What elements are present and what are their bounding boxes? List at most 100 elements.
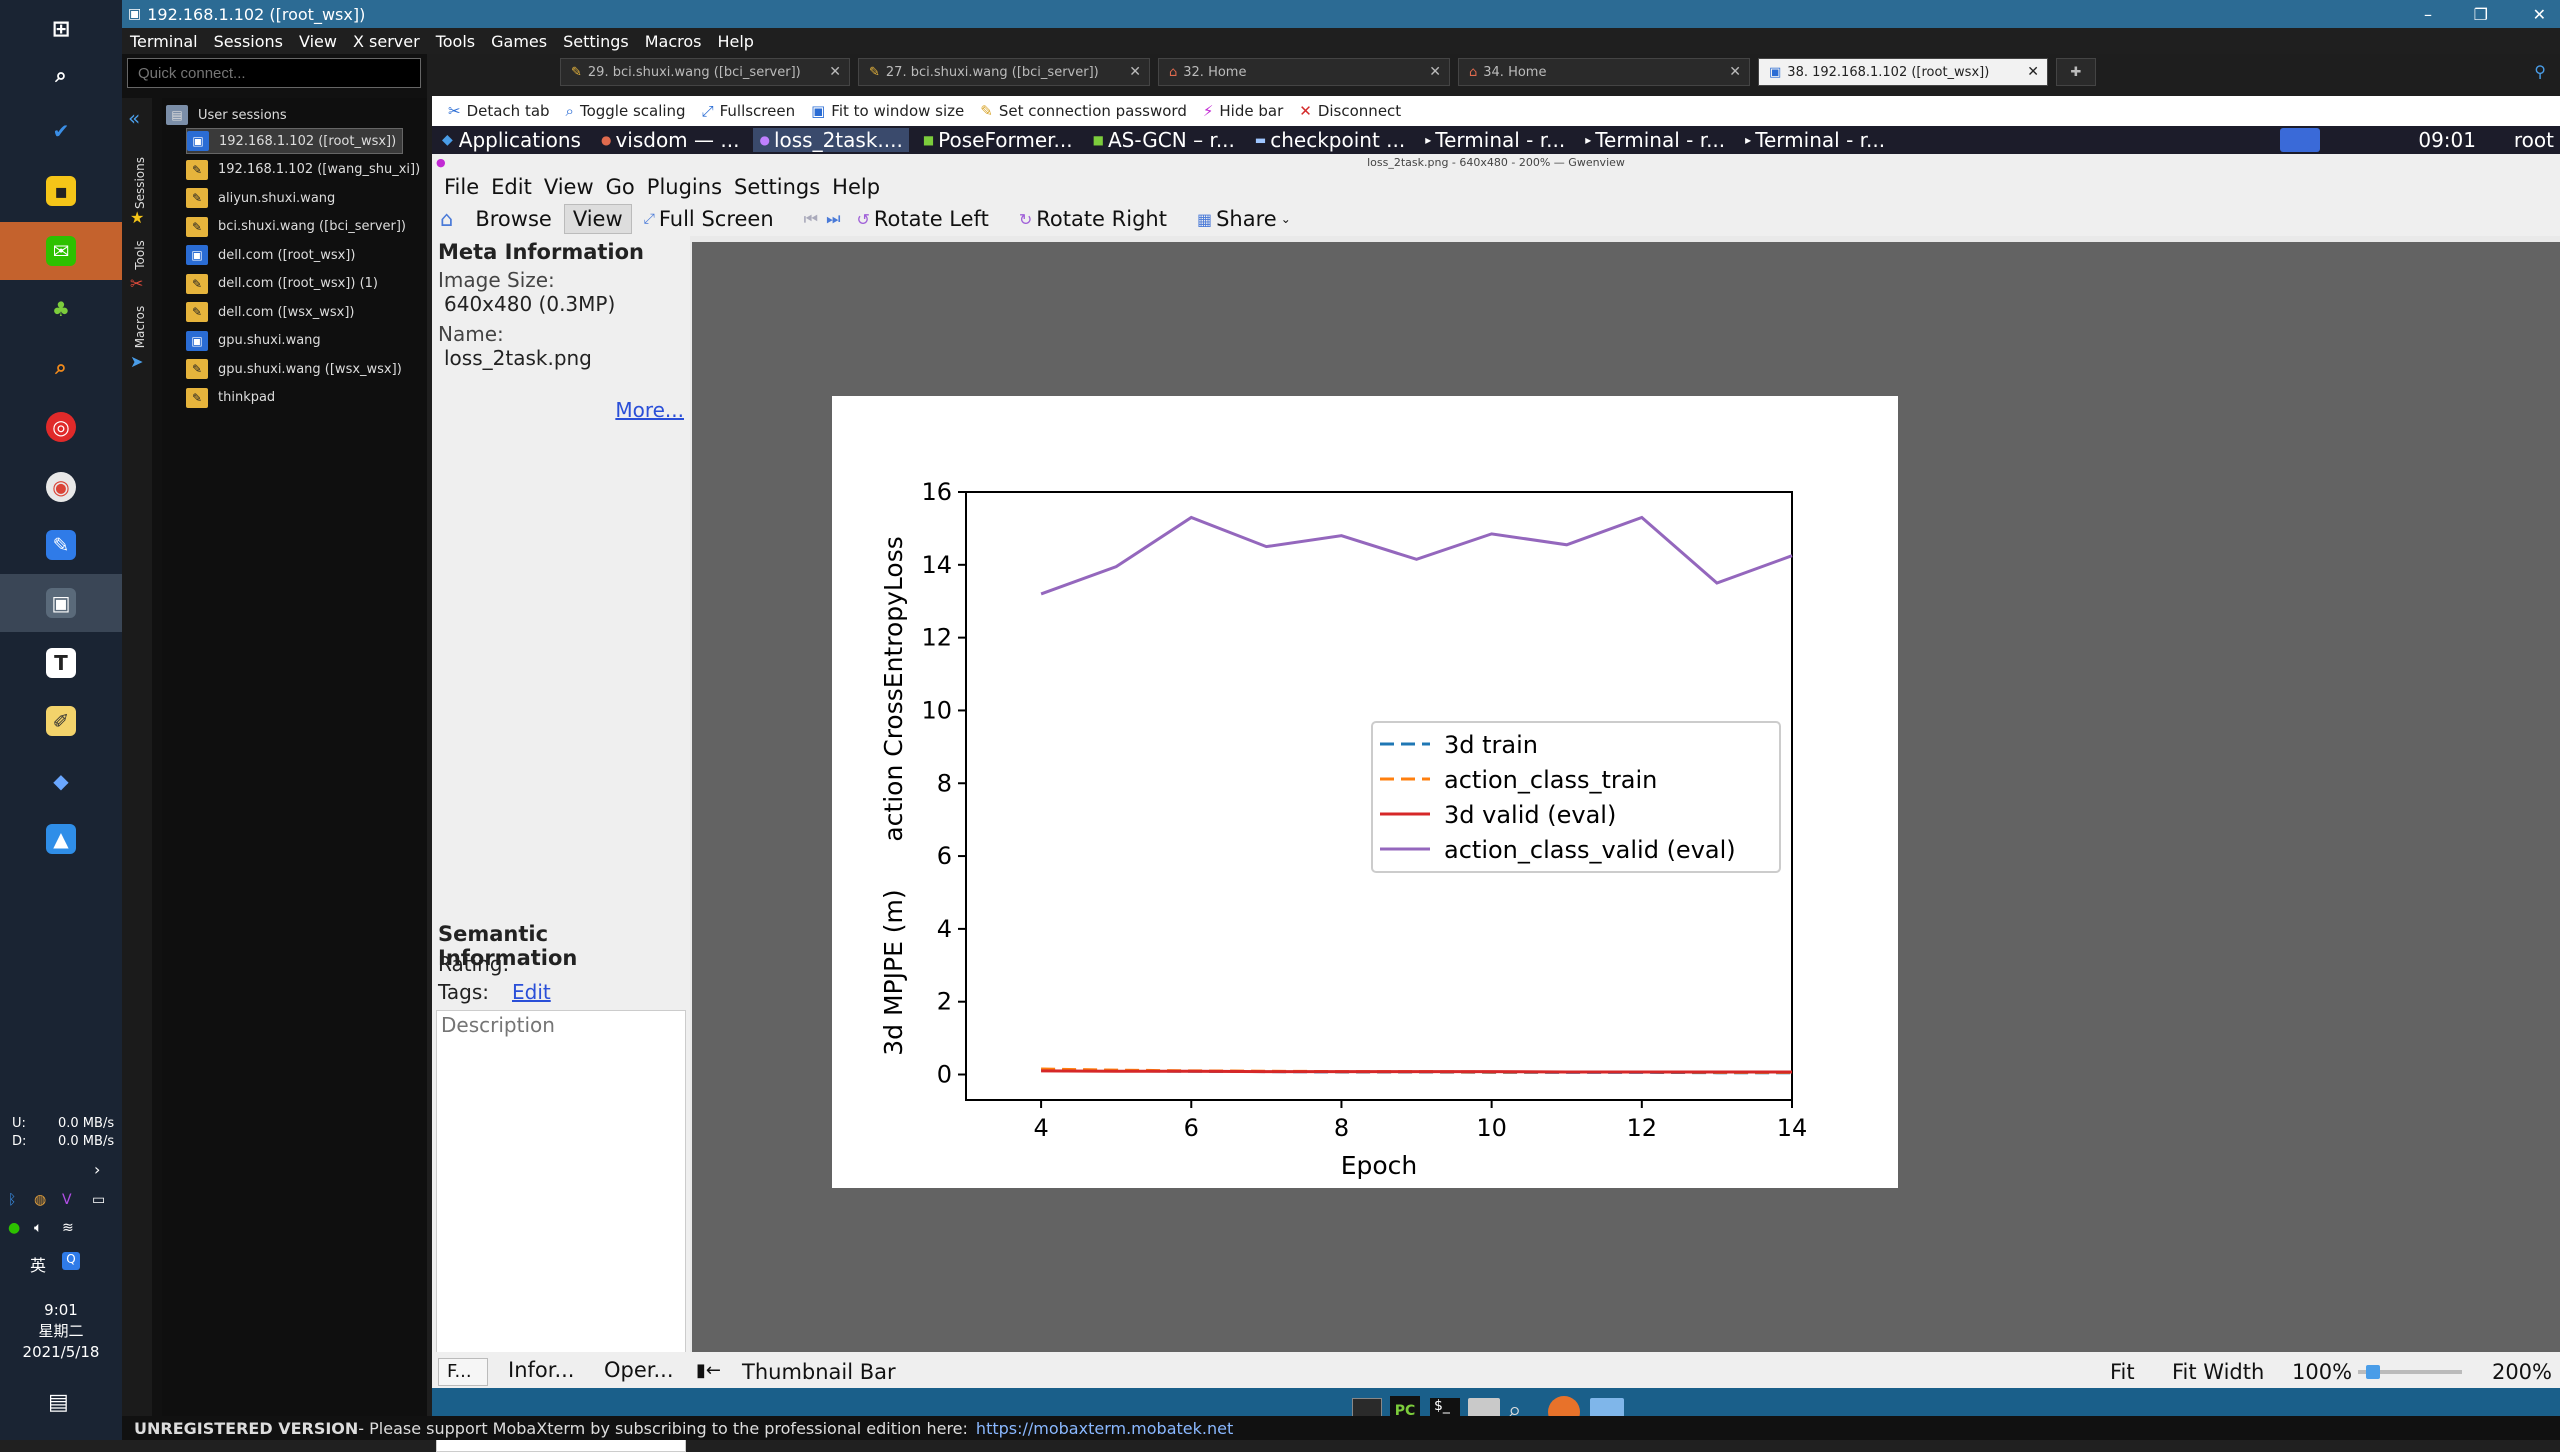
set-password-button[interactable]: ✎Set connection password [980, 102, 1187, 120]
rotate-left-button[interactable]: ↺Rotate Left [848, 205, 996, 233]
tab-34[interactable]: ⌂34. Home✕ [1458, 58, 1750, 86]
first-icon[interactable]: ⏮ [804, 209, 818, 229]
browse-button[interactable]: Browse [467, 205, 559, 233]
feishu-icon[interactable]: ✎ [0, 516, 122, 574]
mobatek-link[interactable]: https://mobaxterm.mobatek.net [976, 1419, 1233, 1438]
volume-icon[interactable]: 🔈︎ [34, 1220, 42, 1236]
search-icon[interactable]: ⌕ [0, 46, 122, 104]
close-tab-icon[interactable]: ✕ [2027, 64, 2039, 80]
hide-bar-button[interactable]: ⚡Hide bar [1203, 102, 1283, 120]
wifi-icon[interactable]: ≋ [62, 1220, 74, 1236]
toggle-sidebar-icon[interactable]: ▮← [696, 1360, 721, 1381]
menu-edit[interactable]: Edit [491, 175, 532, 199]
task-loss-2task[interactable]: ●loss_2task.... [753, 128, 908, 152]
menu-terminal[interactable]: Terminal [130, 32, 198, 51]
wechat-tray-icon[interactable]: ● [8, 1220, 20, 1236]
rotate-right-button[interactable]: ↻Rotate Right [1011, 205, 1175, 233]
sessions-root[interactable]: ▤ User sessions [166, 102, 287, 128]
photos-icon[interactable]: ▲ [0, 810, 122, 868]
tab-32[interactable]: ⌂32. Home✕ [1158, 58, 1450, 86]
last-icon[interactable]: ⏭ [826, 209, 840, 229]
menu-settings[interactable]: Settings [563, 32, 629, 51]
mobaxterm-icon[interactable]: ▣ [0, 574, 122, 632]
session-item[interactable]: ▣192.168.1.102 ([root_wsx]) [186, 128, 403, 154]
zoom-slider[interactable] [2358, 1370, 2462, 1374]
bluetooth-icon[interactable]: ᛒ [8, 1192, 16, 1208]
notepad-icon[interactable]: ✐ [0, 692, 122, 750]
tags-edit-link[interactable]: Edit [512, 980, 551, 1004]
workspace-switcher[interactable] [2280, 128, 2320, 152]
task-poseformer[interactable]: ■PoseFormer... [917, 128, 1079, 152]
tab-38[interactable]: ▣38. 192.168.1.102 ([root_wsx])✕ [1758, 58, 2048, 86]
close-tab-icon[interactable]: ✕ [1429, 64, 1441, 80]
fit-width-button[interactable]: Fit Width [2172, 1360, 2264, 1384]
attach-icon[interactable]: ⚲ [2534, 62, 2546, 81]
typora-icon[interactable]: T [0, 634, 122, 692]
session-item[interactable]: ✎bci.shuxi.wang ([bci_server]) [186, 214, 406, 240]
menu-settings[interactable]: Settings [734, 175, 820, 199]
home-icon[interactable]: ⌂ [440, 207, 453, 231]
maximize-icon[interactable]: ❐ [2474, 5, 2488, 24]
view-button[interactable]: View [564, 204, 632, 234]
close-tab-icon[interactable]: ✕ [1129, 64, 1141, 80]
session-item[interactable]: ✎dell.com ([wsx_wsx]) [186, 299, 355, 325]
menu-sessions[interactable]: Sessions [214, 32, 283, 51]
clover-icon[interactable]: ♣ [0, 280, 122, 338]
quick-connect-input[interactable] [127, 58, 421, 88]
fit-window-button[interactable]: ▣Fit to window size [811, 102, 964, 120]
session-item[interactable]: ✎gpu.shuxi.wang ([wsx_wsx]) [186, 356, 402, 382]
notification-icon[interactable]: ▤ [48, 1390, 69, 1415]
panel-clock[interactable]: 09:01 [2418, 126, 2476, 154]
task-terminal-1[interactable]: ▸Terminal - r... [1419, 128, 1571, 152]
more-link[interactable]: More... [615, 398, 684, 422]
ime-indicator[interactable]: 英 [30, 1252, 46, 1276]
menu-view[interactable]: View [544, 175, 594, 199]
everything-search-icon[interactable]: ⌕ [0, 338, 122, 396]
disconnect-button[interactable]: ✕Disconnect [1299, 102, 1401, 120]
menu-games[interactable]: Games [491, 32, 547, 51]
task-checkpoint[interactable]: ▬checkpoint ... [1249, 128, 1411, 152]
share-button[interactable]: ▦Share⌄ [1189, 205, 1299, 233]
session-item[interactable]: ✎thinkpad [186, 385, 275, 411]
netease-music-icon[interactable]: ◎ [0, 398, 122, 456]
sync-icon[interactable]: ◍ [34, 1192, 46, 1208]
qq-icon[interactable]: Q [62, 1252, 80, 1270]
task-terminal-2[interactable]: ▸Terminal - r... [1579, 128, 1731, 152]
vs-icon[interactable]: V [62, 1192, 72, 1208]
git-icon[interactable]: ◆ [0, 752, 122, 810]
zoom-slider-handle[interactable] [2366, 1365, 2380, 1379]
tab-27[interactable]: ✎27. bci.shuxi.wang ([bci_server])✕ [858, 58, 1150, 86]
chrome-icon[interactable]: ◉ [0, 458, 122, 516]
menu-go[interactable]: Go [606, 175, 635, 199]
panel-user[interactable]: root [2514, 126, 2554, 154]
session-item[interactable]: ✎dell.com ([root_wsx]) (1) [186, 271, 378, 297]
sticky-notes-icon[interactable]: ▪ [0, 162, 122, 220]
navigation-arrows[interactable]: ⏮⏭ [796, 207, 849, 231]
fit-button[interactable]: Fit [2110, 1360, 2135, 1384]
session-item[interactable]: ✎aliyun.shuxi.wang [186, 185, 335, 211]
send-icon[interactable]: ➤ [130, 352, 143, 371]
session-item[interactable]: ▣gpu.shuxi.wang [186, 328, 321, 354]
menu-x-server[interactable]: X server [353, 32, 420, 51]
panel-tab-folders[interactable]: F... [438, 1358, 488, 1386]
menu-view[interactable]: View [299, 32, 337, 51]
side-tab-macros[interactable]: Macros [133, 297, 147, 357]
menu-help[interactable]: Help [717, 32, 753, 51]
zoom-value[interactable]: 200% [2492, 1360, 2552, 1384]
toggle-scaling-button[interactable]: ⌕Toggle scaling [566, 102, 686, 120]
chevron-right-icon[interactable]: › [94, 1160, 100, 1179]
zoom-100-button[interactable]: 100% [2292, 1360, 2352, 1384]
session-item[interactable]: ✎192.168.1.102 ([wang_shu_xi]) [186, 157, 420, 183]
task-visdom[interactable]: ●visdom — ... [595, 128, 746, 152]
side-tab-sessions[interactable]: Sessions [133, 153, 147, 213]
menu-file[interactable]: File [444, 175, 479, 199]
detach-tab-button[interactable]: ✂Detach tab [448, 102, 550, 120]
tab-29[interactable]: ✎29. bci.shuxi.wang ([bci_server])✕ [560, 58, 850, 86]
close-icon[interactable]: ✕ [2533, 5, 2546, 24]
close-tab-icon[interactable]: ✕ [829, 64, 841, 80]
panel-tab-information[interactable]: Infor... [502, 1358, 590, 1386]
tools-icon[interactable]: ✂ [130, 274, 143, 293]
applications-menu[interactable]: ◆Applications [436, 128, 587, 152]
wechat-icon[interactable]: ✉ [0, 222, 122, 280]
session-item[interactable]: ▣dell.com ([root_wsx]) [186, 242, 355, 268]
